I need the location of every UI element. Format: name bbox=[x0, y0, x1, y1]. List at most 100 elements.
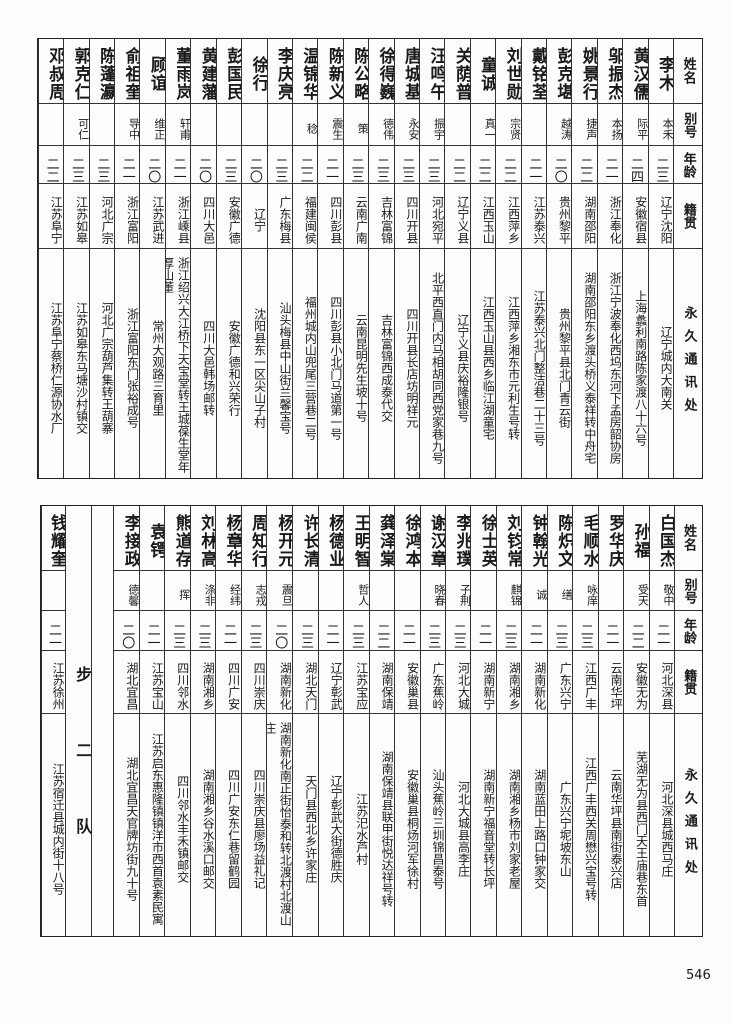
name-cell: 熊道存 bbox=[165, 506, 190, 571]
address-cell: 汕头蕉岭三圳锦昌泰号 bbox=[431, 769, 446, 889]
address-cell: 湖北宜昌天官牌坊街九十号 bbox=[124, 757, 139, 901]
person-column: 彭国民 二三 安徽广德 安徽广德和兴荣行 bbox=[215, 39, 242, 478]
alias-cell: 德馨 bbox=[114, 571, 139, 611]
person-column: 徐士英 二一 湖南新宁 湖南新宁福音堂转长坪 bbox=[470, 506, 496, 936]
header-origin-cell: 籍贯 bbox=[674, 184, 702, 249]
name-cell: 陈新义 bbox=[318, 39, 343, 104]
age-cell: 二〇 bbox=[114, 611, 139, 651]
alias-cell: 子荆 bbox=[446, 571, 471, 611]
name-cell: 毛顺水 bbox=[573, 506, 598, 571]
origin-cell: 贵州黎平 bbox=[547, 184, 572, 249]
person-column: 彭克堪 越涛 二〇 贵州黎平 贵州黎平县北门青云街 bbox=[546, 39, 572, 478]
age-cell: 二一 bbox=[318, 146, 343, 184]
alias-cell bbox=[471, 571, 496, 611]
name-cell: 徐鸿本 bbox=[395, 506, 420, 571]
address-cell: 吉林富锦西成泰代交 bbox=[379, 313, 394, 422]
alias-cell: 本扬 bbox=[597, 104, 623, 146]
origin-cell: 浙江富阳 bbox=[115, 184, 140, 249]
alias-cell bbox=[89, 104, 115, 146]
person-column: 郭克仁 可仁 二三 江苏如皋 江苏如皋东马塘沙村镇交 bbox=[63, 39, 89, 478]
name-cell: 董雨岚 bbox=[165, 39, 191, 104]
origin-cell: 四川彭县 bbox=[318, 184, 343, 249]
alias-cell bbox=[216, 104, 242, 146]
origin-cell: 四川邻水 bbox=[165, 651, 190, 714]
name-cell: 孙福 bbox=[624, 506, 649, 571]
alias-cell bbox=[41, 571, 66, 611]
person-column: 刘钧常 麒锦 二三 湖南湘乡 湖南湘乡杨市刘家老屋 bbox=[495, 506, 522, 936]
person-column: 陈蓬瀛 二三 河北广宗 河北广宗葫芦集转王葫寨 bbox=[88, 39, 115, 478]
alias-cell bbox=[38, 104, 64, 146]
name-cell: 汪鸣午 bbox=[420, 39, 445, 104]
header-origin-cell: 籍贯 bbox=[674, 651, 702, 714]
address-cell: 江苏泰兴北门整洁巷二十三号 bbox=[532, 289, 547, 446]
address-cell: 湖南邵阳东乡渡头桥义泰祥转中舟宅 bbox=[582, 271, 597, 464]
alias-cell bbox=[191, 104, 216, 146]
origin-cell: 浙江嵊县 bbox=[165, 184, 191, 249]
origin-cell: 河北广宗 bbox=[89, 184, 115, 249]
address-cell: 安徽巢县桐炀河军徐村 bbox=[405, 769, 420, 889]
origin-cell: 湖南湘乡 bbox=[190, 651, 216, 714]
origin-cell: 江西萍乡 bbox=[496, 184, 521, 249]
header-alias-cell: 别号 bbox=[674, 571, 702, 611]
name-cell: 黄建藩 bbox=[191, 39, 216, 104]
address-cell: 云南昆明先生坡十号 bbox=[354, 313, 369, 422]
origin-cell: 辽宁 bbox=[242, 184, 267, 249]
alias-cell: 缮 bbox=[547, 571, 573, 611]
person-column: 许长清 二三 湖北天门 天门县西北乡许家庄 bbox=[292, 506, 318, 936]
origin-cell: 江苏宝山 bbox=[139, 651, 165, 714]
age-cell: 二一 bbox=[318, 611, 344, 651]
origin-cell: 湖北宜昌 bbox=[114, 651, 139, 714]
alias-cell bbox=[521, 104, 547, 146]
name-cell: 陈公略 bbox=[343, 39, 369, 104]
person-column: 钱耀奎 二一 江苏徐州 江苏宿迁县城内街十八号 bbox=[40, 506, 66, 936]
alias-cell: 宗贤 bbox=[496, 104, 521, 146]
address-cell: 汕头梅县中山街兰馨宝号 bbox=[278, 301, 293, 434]
person-column: 陈公略策二三 云南广南 云南昆明先生坡十号 bbox=[342, 39, 369, 478]
person-column: 黄建藩 二〇 四川大邑 四川大邑韩场邮转 bbox=[190, 39, 216, 478]
person-column: 温锦华稔二二 福建闽侯 福州城内山兜尾三营巷二号 bbox=[292, 39, 318, 478]
alias-cell: 震生 bbox=[318, 104, 343, 146]
origin-cell: 江苏泰兴 bbox=[521, 184, 547, 249]
person-column: 王明智 哲人 二三 江苏宝应 江苏汜水芦村 bbox=[343, 506, 369, 936]
age-cell: 二三 bbox=[648, 146, 674, 184]
age-cell: 二二 bbox=[293, 146, 318, 184]
address-cell: 四川崇庆县廖场益礼记 bbox=[252, 769, 267, 889]
age-cell: 二三 bbox=[547, 611, 573, 651]
address-cell: 贵州黎平县北门青云街 bbox=[557, 307, 572, 428]
address-cell: 湖南蓝田上路口钟家交 bbox=[532, 769, 547, 889]
alias-cell: 德伟 bbox=[369, 104, 394, 146]
alias-cell bbox=[293, 571, 318, 611]
name-cell: 杨德业 bbox=[318, 506, 344, 571]
address-cell: 河北广宗葫芦集转王葫寨 bbox=[100, 301, 115, 434]
origin-cell: 广东梅县 bbox=[267, 184, 293, 249]
person-column: 俞祖奎 导中 二一 浙江富阳 浙江富阳东门张裕成号 bbox=[114, 39, 140, 478]
age-cell: 二三 bbox=[573, 611, 598, 651]
address-cell: 江苏阜宁蔡桥仁源协水厂 bbox=[49, 301, 64, 434]
alias-cell: 稔 bbox=[293, 104, 318, 146]
age-cell: 二一 bbox=[521, 146, 547, 184]
person-column: 刘世勋 宗贤 二二 江西萍乡 江西萍乡湘东市元利生号转 bbox=[495, 39, 521, 478]
age-cell: 二一 bbox=[522, 611, 547, 651]
person-column: 钟翰光诚二一 湖南新化 湖南蓝田上路口钟家交 bbox=[521, 506, 547, 936]
person-column: 黄汉儒 际平 二四 安徽宿县 上海蠡利南路陈家渡八十六号 bbox=[622, 39, 648, 478]
alias-cell: 真一 bbox=[470, 104, 496, 146]
header-address-cell: 永久通讯处 bbox=[681, 306, 697, 421]
name-cell: 陈炽文 bbox=[547, 506, 573, 571]
age-cell: 二〇 bbox=[267, 611, 293, 651]
person-column: 李庆亮 二三 广东梅县 汕头梅县中山街兰馨宝号 bbox=[266, 39, 293, 478]
person-column: 杨开元 震旦 二〇 湖南新化 湖南新化南正街怡泰和转北渡村北渡山庄 bbox=[266, 506, 293, 936]
origin-cell: 安徽巢县 bbox=[395, 651, 420, 714]
person-column: 李兆璞 子荆 二三 河北大城 河北大城县高李庄 bbox=[445, 506, 471, 936]
person-column: 徐行 二〇 辽宁 沈阳县东一区尖山子村 bbox=[241, 39, 267, 478]
name-cell: 徐士英 bbox=[471, 506, 496, 571]
address-cell: 河北深县城西马庄 bbox=[659, 781, 674, 877]
alias-cell: 维正 bbox=[140, 104, 165, 146]
person-column: 毛顺水 咏庠 二三 江西广丰 江西广丰西关周懋兴宝号转 bbox=[572, 506, 598, 936]
age-cell: 二一 bbox=[471, 611, 496, 651]
address-cell: 安徽广德和兴荣行 bbox=[227, 319, 242, 416]
name-cell: 顾谊 bbox=[140, 39, 165, 104]
name-cell: 陈蓬瀛 bbox=[89, 39, 115, 104]
name-cell: 刘林高 bbox=[190, 506, 216, 571]
origin-cell: 河北大城 bbox=[446, 651, 471, 714]
name-cell: 戴铭荃 bbox=[521, 39, 547, 104]
